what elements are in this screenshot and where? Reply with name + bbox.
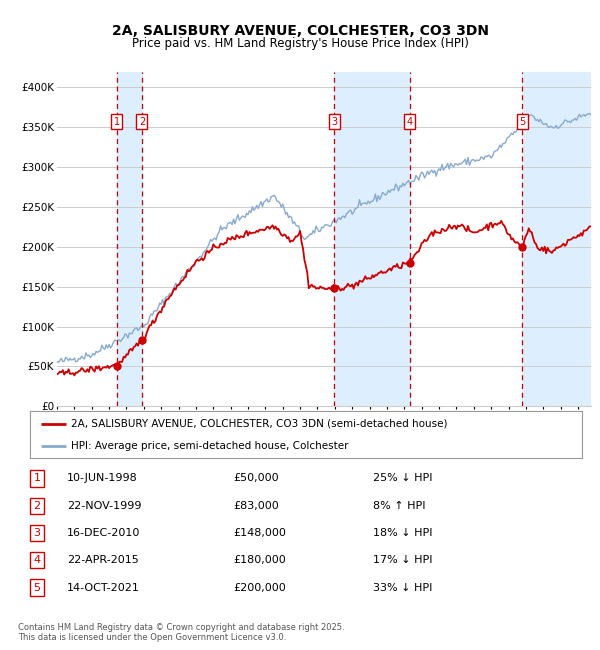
Text: 5: 5 bbox=[519, 117, 526, 127]
Bar bbox=[334, 72, 410, 406]
Text: £180,000: £180,000 bbox=[233, 555, 286, 566]
Text: 16-DEC-2010: 16-DEC-2010 bbox=[67, 528, 140, 538]
Text: 3: 3 bbox=[34, 528, 41, 538]
Text: 5: 5 bbox=[34, 582, 41, 593]
Text: 25% ↓ HPI: 25% ↓ HPI bbox=[373, 473, 433, 484]
Text: 1: 1 bbox=[34, 473, 41, 484]
Text: 4: 4 bbox=[407, 117, 413, 127]
Text: 4: 4 bbox=[34, 555, 41, 566]
Text: 8% ↑ HPI: 8% ↑ HPI bbox=[373, 500, 425, 511]
Text: 2: 2 bbox=[34, 500, 41, 511]
Text: £200,000: £200,000 bbox=[233, 582, 286, 593]
Bar bbox=[117, 72, 142, 406]
Text: 3: 3 bbox=[331, 117, 337, 127]
Text: 17% ↓ HPI: 17% ↓ HPI bbox=[373, 555, 433, 566]
Text: £83,000: £83,000 bbox=[233, 500, 279, 511]
Text: 10-JUN-1998: 10-JUN-1998 bbox=[67, 473, 138, 484]
Text: 2A, SALISBURY AVENUE, COLCHESTER, CO3 3DN (semi-detached house): 2A, SALISBURY AVENUE, COLCHESTER, CO3 3D… bbox=[71, 419, 448, 428]
Text: 33% ↓ HPI: 33% ↓ HPI bbox=[373, 582, 432, 593]
Bar bbox=[522, 72, 591, 406]
Text: 14-OCT-2021: 14-OCT-2021 bbox=[67, 582, 140, 593]
Text: 22-NOV-1999: 22-NOV-1999 bbox=[67, 500, 142, 511]
Text: Contains HM Land Registry data © Crown copyright and database right 2025.
This d: Contains HM Land Registry data © Crown c… bbox=[18, 623, 344, 642]
Text: 2: 2 bbox=[139, 117, 145, 127]
Text: 1: 1 bbox=[113, 117, 120, 127]
Text: 22-APR-2015: 22-APR-2015 bbox=[67, 555, 139, 566]
Text: Price paid vs. HM Land Registry's House Price Index (HPI): Price paid vs. HM Land Registry's House … bbox=[131, 37, 469, 50]
Text: 18% ↓ HPI: 18% ↓ HPI bbox=[373, 528, 433, 538]
Text: £148,000: £148,000 bbox=[233, 528, 286, 538]
Text: HPI: Average price, semi-detached house, Colchester: HPI: Average price, semi-detached house,… bbox=[71, 441, 349, 451]
Text: 2A, SALISBURY AVENUE, COLCHESTER, CO3 3DN: 2A, SALISBURY AVENUE, COLCHESTER, CO3 3D… bbox=[112, 24, 488, 38]
Text: £50,000: £50,000 bbox=[233, 473, 279, 484]
